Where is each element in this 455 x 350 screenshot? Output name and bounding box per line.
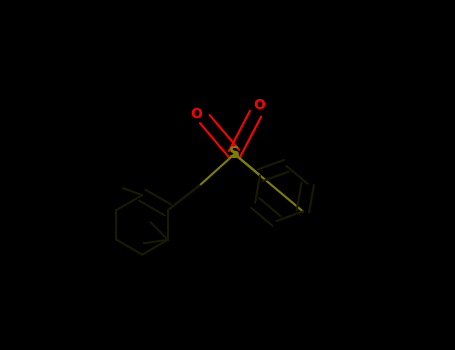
Text: O: O — [190, 107, 202, 121]
Text: O: O — [253, 98, 265, 112]
Text: S: S — [229, 147, 240, 161]
